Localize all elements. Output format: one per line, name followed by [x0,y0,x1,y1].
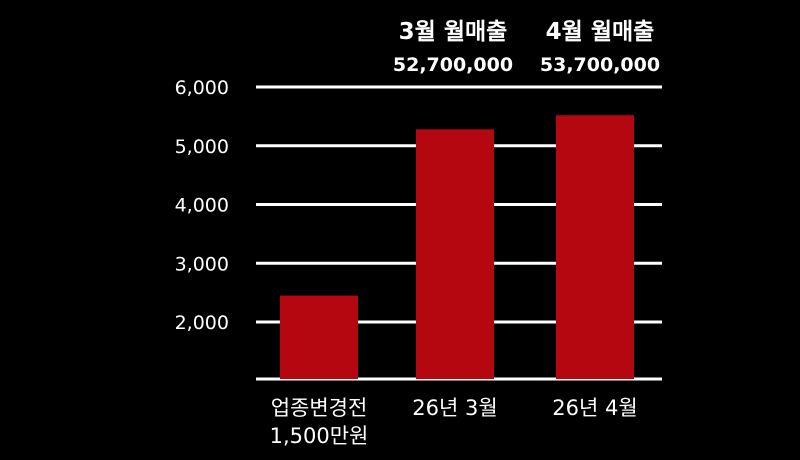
x-tick-label: 26년 3월 [412,396,497,420]
x-tick-label: 업종변경전 [271,396,368,420]
y-tick-label: 6,000 [175,77,229,99]
x-tick-label: 1,500만원 [270,424,369,448]
annotation-value: 52,700,000 [393,54,513,76]
y-tick-label: 5,000 [175,136,229,158]
bar [280,295,358,379]
annotation-value: 53,700,000 [540,54,660,76]
x-axis: 업종변경전 1,500만원 26년 3월 26년 4월 [270,396,638,448]
bar [556,115,634,379]
y-tick-label: 3,000 [175,253,229,275]
annotation-title: 4월 월매출 [546,19,655,45]
y-tick-label: 2,000 [175,312,229,334]
y-tick-label: 4,000 [175,195,229,217]
y-axis: 2,000 3,000 4,000 5,000 6,000 [175,77,229,334]
annotations: 3월 월매출 52,700,000 4월 월매출 53,700,000 [393,19,660,76]
bar [416,129,494,379]
x-tick-label: 26년 4월 [552,396,637,420]
annotation-title: 3월 월매출 [399,19,508,45]
bars [280,115,634,379]
